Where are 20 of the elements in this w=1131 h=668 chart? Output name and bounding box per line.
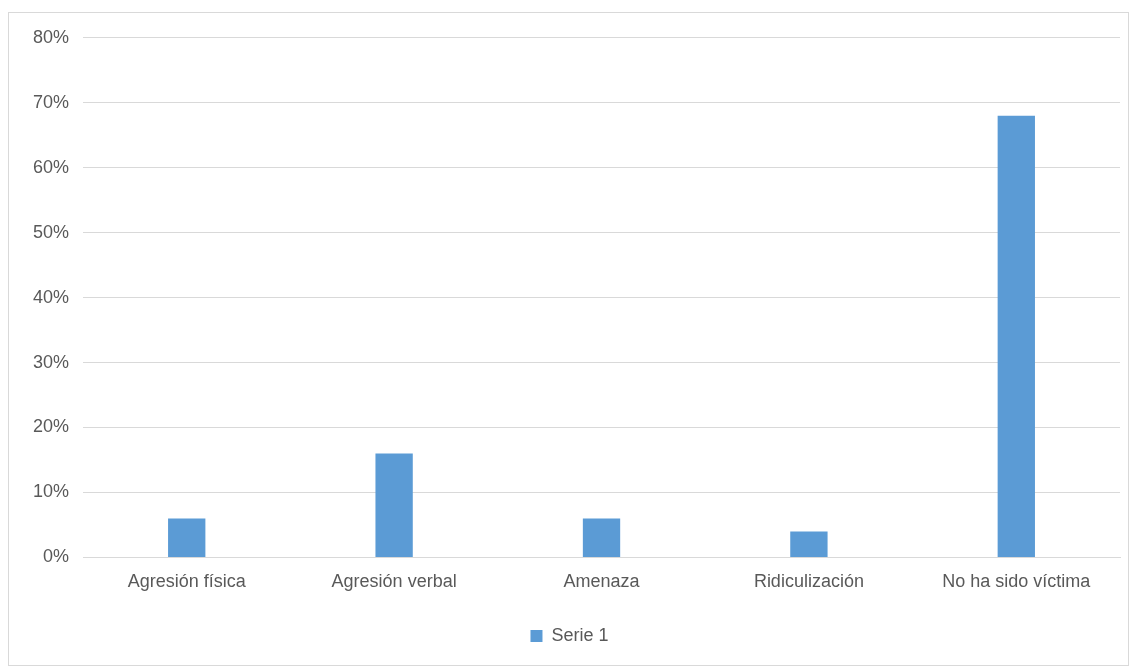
legend-label: Serie 1	[551, 624, 609, 645]
y-tick-label: 80%	[33, 26, 70, 47]
x-tick-label: Agresión verbal	[331, 571, 457, 592]
y-tick-label: 50%	[33, 221, 70, 242]
y-tick-label: 70%	[33, 91, 70, 112]
y-tick-label: 60%	[33, 156, 70, 177]
x-tick-label: Agresión física	[127, 571, 247, 592]
bar	[790, 531, 828, 557]
bar	[375, 453, 413, 557]
bar	[997, 115, 1035, 557]
y-tick-label: 20%	[33, 416, 70, 437]
y-tick-label: 40%	[33, 286, 70, 307]
y-tick-label: 0%	[43, 546, 70, 567]
x-tick-label: Ridiculización	[753, 571, 864, 592]
x-tick-label: Amenaza	[563, 571, 641, 592]
bar	[168, 518, 206, 557]
x-tick-label: No ha sido víctima	[942, 571, 1092, 592]
bar	[582, 518, 621, 557]
y-tick-label: 30%	[33, 351, 70, 372]
y-tick-label: 10%	[33, 481, 70, 502]
